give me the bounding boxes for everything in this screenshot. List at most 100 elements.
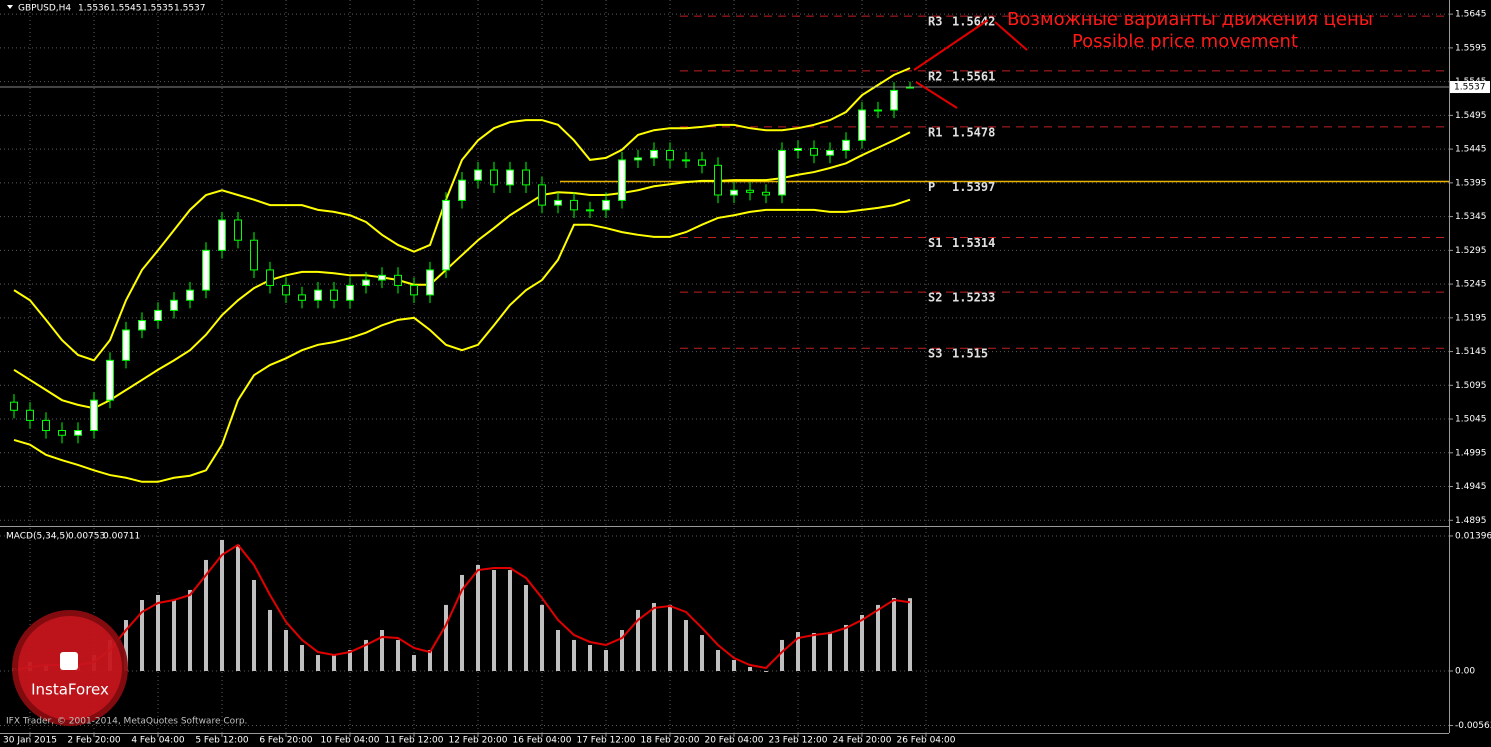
copyright: IFX Trader, © 2001-2014, MetaQuotes Soft… [6,717,247,727]
x-tick-label: 5 Feb 12:00 [195,736,249,746]
band-upper [13,67,911,362]
candle-body [330,289,338,301]
candle-body [730,189,738,196]
x-tick-label: 10 Feb 04:00 [320,736,379,746]
ohlc-low: 1.5535 [142,4,174,14]
macd-bar [572,639,576,671]
y-tick-label: 1.5445 [1455,145,1487,155]
x-tick-label: 12 Feb 20:00 [448,736,507,746]
macd-bar [764,670,768,672]
annotation-ru: Возможные варианты движения цены [1007,9,1373,30]
x-tick-label: 11 Feb 12:00 [384,736,443,746]
candle-body [650,149,658,159]
x-tick-label: 6 Feb 20:00 [259,736,313,746]
macd-bar [700,635,704,671]
pivot-value: 1.5642 [952,15,995,29]
x-tick-label: 20 Feb 04:00 [704,736,763,746]
signal-line [13,543,911,672]
candle-body [698,159,706,166]
candle-body [666,149,674,161]
macd-bar [620,629,624,671]
candle-body [266,269,274,286]
pivot-value: 1.5478 [952,125,995,139]
candle-body [890,89,898,111]
macd-bar [556,629,560,671]
x-tick-label: 16 Feb 04:00 [512,736,571,746]
x-tick-label: 23 Feb 12:00 [768,736,827,746]
candle-body [746,189,754,193]
y-tick-label: 1.5645 [1455,10,1487,20]
candle-body [810,147,818,156]
macd-bar [220,539,224,671]
macd-bar [588,644,592,671]
arrow-up [913,19,989,71]
macd-bar [732,659,736,671]
candle-body [90,399,98,432]
macd-bar [124,620,128,671]
candle-body [490,169,498,186]
candle-body [394,274,402,286]
pivot-name: R1 [928,125,942,139]
pivot-value: 1.5233 [952,291,995,305]
candle-body [234,219,242,241]
x-tick-label: 26 Feb 04:00 [896,736,955,746]
candle-body [138,320,146,331]
candle-body [858,109,866,141]
x-tick-label: 30 Jan 2015 [3,736,57,746]
candle-body [378,274,386,281]
macd-bar [604,650,608,671]
pivot-value: 1.5561 [952,69,995,83]
y-tick-label: 1.4995 [1455,448,1487,458]
candle-body [682,159,690,162]
candle-body [714,164,722,196]
candle-body [602,199,610,211]
macd-bar [396,639,400,671]
pivot-value: 1.5397 [952,180,995,194]
ohlc-open: 1.5536 [78,4,110,14]
candle-body [170,299,178,311]
y-tick-label: 1.5195 [1455,313,1487,323]
macd-main-value: 0.00753 [68,532,105,542]
candle-body [186,289,194,301]
candle-body [154,309,162,322]
macd-title: MACD(5,34,5) [6,532,69,542]
candle-body [842,139,850,151]
macd-bar [508,570,512,671]
logo-text: InstaForex [31,681,109,699]
macd-bar [492,570,496,671]
y-tick-label: 1.5095 [1455,381,1487,391]
candle-body [314,289,322,301]
macd-bar [636,609,640,671]
macd-bar [380,629,384,671]
candle-body [74,430,82,436]
macd-bar [540,604,544,671]
macd-bar [300,644,304,671]
x-tick-label: 4 Feb 04:00 [131,736,185,746]
macd-bar [780,639,784,671]
y-tick-label: 0.01396 [1455,531,1491,541]
menu-triangle [7,5,13,9]
y-tick-label: 1.5245 [1455,280,1487,290]
candle-body [826,149,834,156]
current-price-label: 1.5537 [1454,83,1486,93]
macd-bar [716,650,720,671]
symbol-title: GBPUSD,H4 [18,4,71,14]
candle-body [426,269,434,296]
x-tick-label: 17 Feb 12:00 [576,736,635,746]
macd-bar [460,574,464,671]
y-tick-label: 1.5145 [1455,347,1487,357]
candle-body [346,284,354,301]
macd-bar [364,639,368,671]
macd-bar [172,599,176,671]
candle-body [538,184,546,206]
macd-bar [684,620,688,671]
candle-body [506,169,514,186]
pivot-name: S2 [928,291,942,305]
macd-bar [828,632,832,671]
arrow-tail [994,21,1028,51]
y-tick-label: 1.5595 [1455,43,1487,53]
macd-bar [236,544,240,671]
candle-body [42,419,50,432]
candle-body [362,279,370,286]
x-tick-label: 24 Feb 20:00 [832,736,891,746]
